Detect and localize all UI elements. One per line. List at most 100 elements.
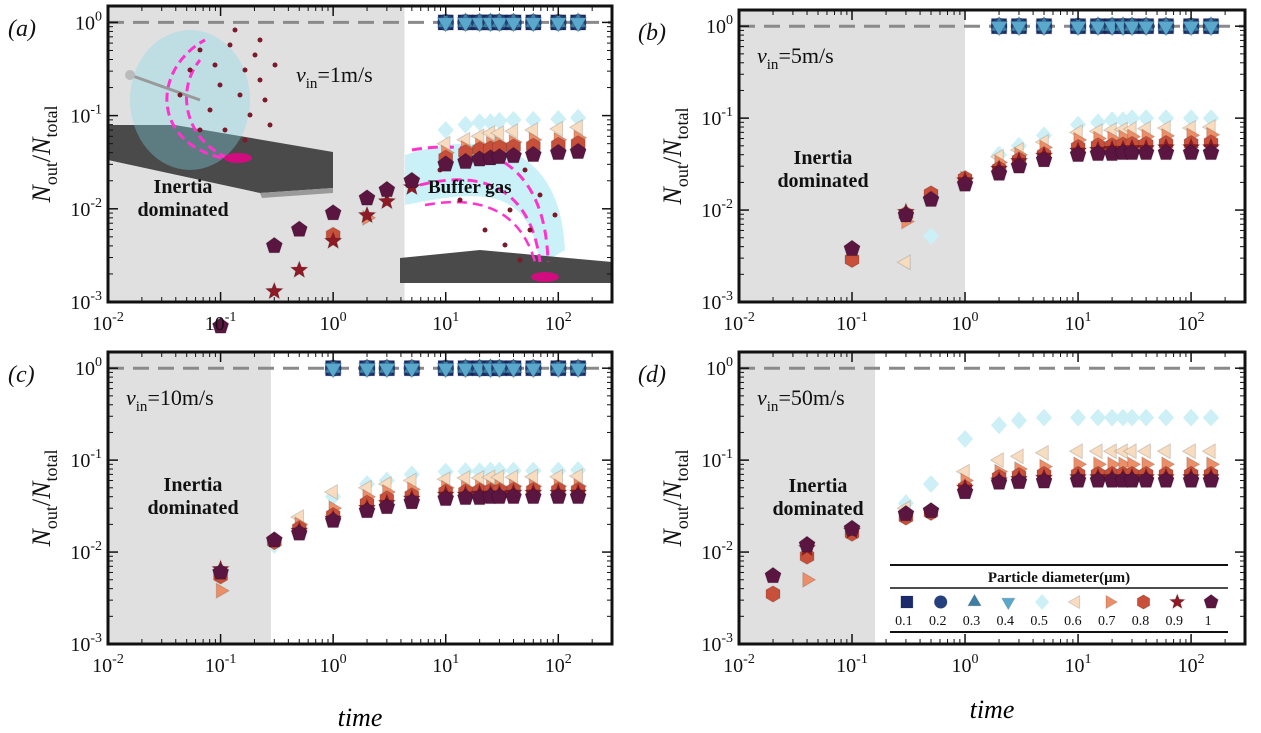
data-point-0_5 [1202,109,1220,128]
data-point-0_4 [524,362,543,379]
particle [257,37,263,43]
particle [217,82,223,88]
x-tick-label: 100 [320,310,347,335]
particle [197,47,203,53]
data-point-0_9 [323,230,343,250]
data-point-0_4 [456,17,475,33]
legend-marker-0_7 [1105,594,1119,610]
data-point-1 [211,563,230,580]
data-point-1 [956,482,974,500]
data-point-1 [1137,143,1155,161]
data-point-1 [524,145,542,163]
legend-marker-0_3 [967,593,982,607]
trajectory-dash [411,145,550,263]
region-label: dominated [777,170,868,192]
legend-label: 0.5 [1030,614,1048,629]
x-tick-label: 10-2 [92,652,124,677]
data-point-0_4 [549,362,568,379]
legend-marker-0_9 [1168,592,1187,610]
particle [262,97,268,103]
data-point-0_6 [548,120,563,138]
data-point-1 [490,487,509,505]
data-point-0_5 [957,430,974,448]
data-point-1 [1089,144,1107,162]
data-point-0_6 [1034,444,1049,462]
data-point-0_4 [1068,20,1088,37]
data-point-1 [504,487,523,505]
region-label: dominated [147,497,238,519]
region-label: Inertia [154,176,213,198]
data-point-0_6 [1136,443,1151,460]
velocity-label: vin=50m/s [757,385,845,415]
data-point-1 [1010,157,1028,174]
particle [537,192,543,198]
particle [232,27,238,33]
data-point-1 [211,317,230,334]
data-point-0_4 [1201,20,1221,37]
data-point-1 [358,189,376,206]
legend-label: 0.7 [1098,614,1116,629]
data-point-0_6 [568,467,583,485]
particle [242,67,248,73]
data-point-0_4 [357,362,377,379]
data-point-1 [290,524,308,541]
data-point-0_9 [264,281,285,300]
data-point-0_5 [1138,408,1155,427]
particle [222,127,228,133]
x-tick-label: 10-2 [723,310,755,335]
y-axis-label: Nout/Ntotal [27,450,61,548]
data-point-0_5 [922,475,940,493]
y-axis-label: Nout/Ntotal [27,106,61,204]
particle [177,92,183,98]
data-point-1 [265,236,283,254]
legend-marker-0_4 [1000,597,1016,611]
data-point-0_5 [991,416,1008,435]
data-point-0_4 [436,17,455,33]
data-point-0_5 [1138,109,1155,128]
y-tick-label: 10-1 [701,447,733,472]
legend-label: 0.8 [1132,614,1150,629]
data-point-0_6 [989,451,1004,469]
data-point-0_5 [1036,408,1053,427]
region-label: Inertia [794,147,853,169]
data-point-0_6 [896,254,911,271]
trajectory-dash [424,200,537,263]
data-point-1 [1157,143,1175,161]
plot-frame [106,350,614,646]
data-point-1 [456,488,475,506]
x-tick-label: 102 [545,310,572,335]
y-tick-label: 100 [75,9,102,34]
data-point-1 [990,473,1008,490]
x-tick-label: 10-1 [205,652,237,677]
data-point-1 [324,511,342,528]
legend-label: 0.9 [1166,614,1184,629]
data-point-0_5 [437,121,454,139]
data-point-0_6 [323,483,338,501]
y-tick-label: 10-3 [701,289,733,314]
particle [502,242,508,248]
legend-marker-0_8 [1136,594,1151,610]
data-point-0_5 [471,462,488,480]
trajectory-dash [185,59,229,160]
legend-marker-0_6 [1067,594,1081,610]
data-point-1 [1202,471,1220,488]
data-point-0_6 [455,469,471,487]
y-tick-label: 10-2 [70,539,102,564]
surface-plate-edge [260,188,333,198]
data-point-0_5 [1202,408,1220,427]
inertia-region [108,352,271,644]
data-point-1 [1182,143,1200,161]
data-point-0_6 [504,123,519,140]
region-label: Inertia [164,474,223,496]
y-tick-label: 10-1 [70,447,102,472]
data-point-0_6 [1122,443,1137,460]
data-point-1 [956,175,974,192]
data-point-1 [524,487,542,505]
x-tick-label: 102 [1178,652,1205,677]
particle [522,167,528,173]
data-point-1 [1089,471,1107,488]
data-point-0_4 [1088,20,1108,37]
y-tick-label: 10-2 [70,196,102,221]
